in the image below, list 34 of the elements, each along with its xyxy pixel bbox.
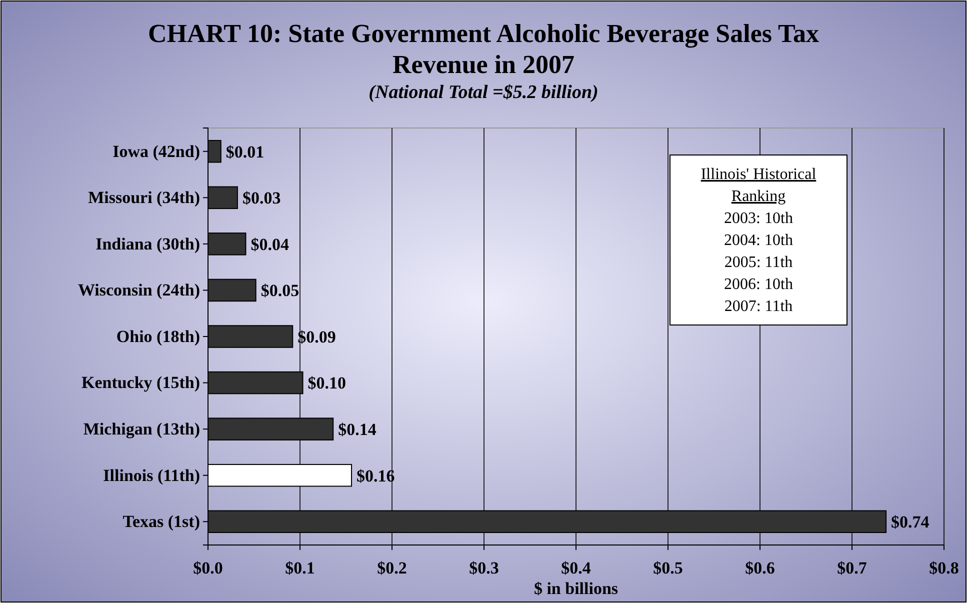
x-tick-label: $0.5 [653,558,683,578]
x-tick-label: $0.0 [193,558,223,578]
annotation: 2006: 10th [724,276,793,293]
data-label: $0.01 [226,142,264,162]
y-tick-label: Iowa (42nd) [112,142,200,161]
annotation: Illinois' Historical Ranking [700,166,817,205]
annotation: 2004: 10th [724,232,793,249]
x-tick-label: $0.7 [837,558,868,578]
x-tick-label: $0.6 [745,558,775,578]
y-tick-label: Michigan (13th) [83,420,200,439]
x-axis-title: $ in billions [534,579,618,598]
y-tick-label: Indiana (30th) [96,234,200,254]
x-tick-label: $0.8 [929,558,959,578]
y-tick-label: Texas (1st) [122,512,200,532]
x-tick-label: $0.3 [469,558,499,578]
data-label: $0.03 [242,188,281,208]
data-label: $0.74 [891,512,930,532]
data-label: $0.14 [338,420,377,440]
y-tick-label: Illinois (11th) [103,466,200,485]
y-tick-label: Ohio (18th) [116,326,200,346]
data-label: $0.04 [250,234,290,254]
y-tick-label: Missouri (34th) [88,188,200,208]
annotation: 2007: 11th [724,298,793,315]
data-label: $0.05 [260,281,300,300]
chart-title: CHART 10: State Government Alcoholic Beverage Sales Tax Revenue in 2007 [148,19,819,79]
data-label: $0.10 [308,374,346,393]
chart-subtitle: (National Total =$5.2 billion) [368,82,598,103]
x-tick-label: $0.1 [285,558,315,578]
annotation: 2003: 10th [724,210,793,227]
x-tick-label: $0.4 [561,558,592,578]
x-tick-label: $0.2 [377,558,407,578]
y-tick-label: Wisconsin (24th) [78,280,200,300]
annotation: 2005: 11th [724,254,793,271]
y-tick-label: Kentucky (15th) [81,373,200,392]
